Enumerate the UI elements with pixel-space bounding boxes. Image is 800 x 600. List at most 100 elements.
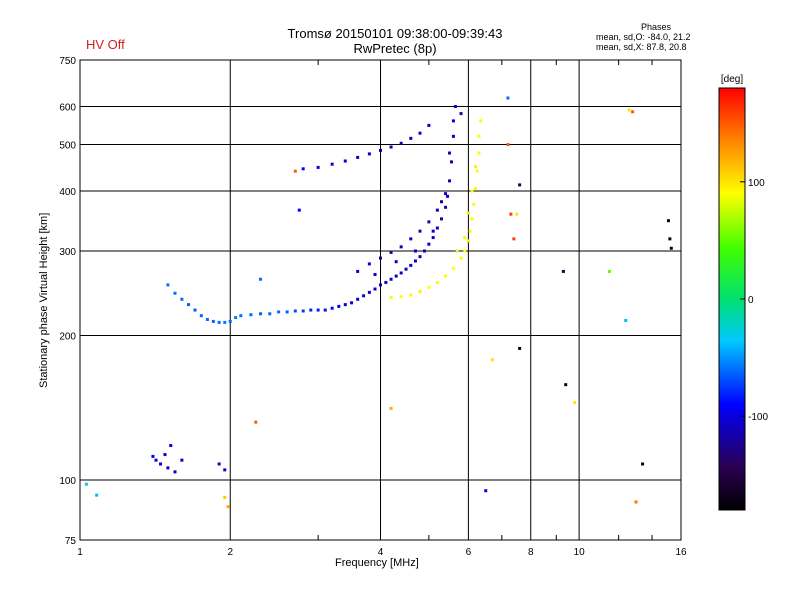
data-point <box>459 112 463 116</box>
data-point <box>634 500 638 504</box>
y-tick-label: 100 <box>59 476 76 487</box>
phase-o-line: mean, sd,O: -84.0, 21.2 <box>596 32 691 42</box>
x-tick-label: 6 <box>466 547 472 558</box>
data-point <box>444 274 448 278</box>
data-point <box>187 303 191 307</box>
data-point <box>409 293 413 297</box>
data-point <box>394 274 398 278</box>
data-point <box>518 346 522 350</box>
data-point <box>239 314 243 318</box>
data-point <box>330 162 334 166</box>
data-point <box>444 205 448 209</box>
data-point <box>211 319 215 323</box>
data-point <box>427 242 431 246</box>
data-point <box>451 134 455 138</box>
data-point <box>627 108 631 112</box>
y-tick-label: 75 <box>65 536 77 547</box>
data-point <box>409 263 413 267</box>
title-line-1: Tromsø 20150101 09:38:00-09:39:43 <box>287 26 503 41</box>
data-point <box>509 212 513 216</box>
data-point <box>285 310 289 314</box>
y-tick-label: 750 <box>59 56 76 67</box>
data-point <box>435 208 439 212</box>
data-point <box>451 266 455 270</box>
data-point <box>234 316 238 320</box>
data-point <box>166 283 170 287</box>
phase-x-line: mean, sd,X: 87.8, 20.8 <box>596 42 687 52</box>
data-point <box>463 236 467 240</box>
data-point <box>217 320 221 324</box>
data-point <box>373 287 377 291</box>
data-point <box>180 458 184 462</box>
data-point <box>309 308 313 312</box>
data-point <box>409 136 413 140</box>
data-point <box>440 217 444 221</box>
data-point <box>484 489 488 493</box>
data-point <box>293 309 297 313</box>
data-point <box>268 312 272 316</box>
data-point <box>367 152 371 156</box>
data-point <box>205 317 209 321</box>
data-point <box>473 164 477 168</box>
data-point <box>435 226 439 230</box>
data-point <box>473 186 477 190</box>
data-point <box>399 245 403 249</box>
data-point <box>475 169 479 173</box>
data-point <box>367 262 371 266</box>
data-point <box>418 255 422 259</box>
data-point <box>249 313 253 317</box>
data-point <box>418 131 422 135</box>
data-point <box>301 309 305 313</box>
data-point <box>466 239 470 243</box>
data-point <box>389 145 393 149</box>
title-line-2: RwPretec (8p) <box>353 41 437 56</box>
phase-heading: Phases <box>640 22 672 32</box>
data-point <box>379 148 382 152</box>
data-point <box>293 169 297 173</box>
data-point <box>223 495 227 499</box>
x-axis-label: Frequency [MHz] <box>335 557 419 569</box>
data-point <box>477 151 481 155</box>
colorbar-tick-label: -100 <box>748 412 768 423</box>
data-point <box>453 105 457 109</box>
data-point <box>666 219 670 223</box>
data-point <box>455 249 459 253</box>
data-point <box>151 454 155 458</box>
data-point <box>154 458 158 462</box>
y-tick-label: 600 <box>59 103 76 114</box>
data-point <box>431 229 435 233</box>
data-point <box>404 267 408 271</box>
data-point <box>440 200 444 204</box>
data-point <box>163 453 167 457</box>
y-tick-label: 500 <box>59 141 76 152</box>
data-point <box>418 229 422 233</box>
data-point <box>399 295 403 299</box>
data-point <box>669 246 673 250</box>
data-point <box>427 123 431 127</box>
data-point <box>228 319 232 323</box>
data-point <box>607 269 611 273</box>
data-point <box>512 237 516 241</box>
data-point <box>631 110 635 114</box>
data-point <box>564 383 568 387</box>
data-point <box>459 256 463 260</box>
data-point <box>343 303 347 307</box>
colorbar-tick-label: 0 <box>748 295 754 306</box>
data-point <box>389 296 393 300</box>
data-point <box>356 269 360 273</box>
data-point <box>472 202 476 206</box>
data-point <box>356 297 360 301</box>
data-point <box>418 290 422 294</box>
y-tick-label: 300 <box>59 247 76 258</box>
data-point <box>399 141 403 145</box>
colorbar-label: [deg] <box>721 74 743 85</box>
x-tick-label: 10 <box>574 547 586 558</box>
data-point <box>449 160 453 164</box>
data-point <box>259 312 263 316</box>
data-point <box>379 256 382 260</box>
data-point <box>356 155 360 159</box>
data-point <box>518 183 522 187</box>
data-point <box>316 165 320 169</box>
data-point <box>389 250 393 254</box>
